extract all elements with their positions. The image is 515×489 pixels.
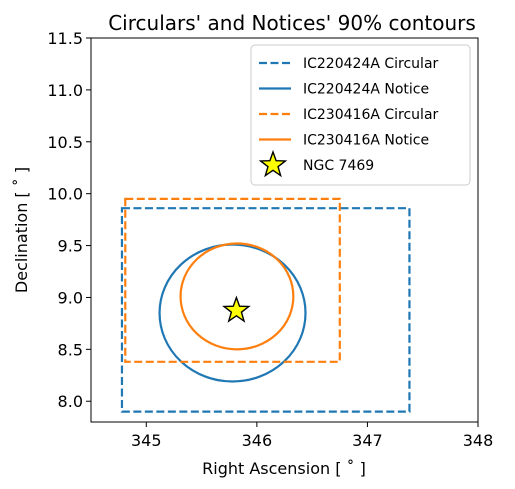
y-tick-label: 10.5 bbox=[47, 133, 83, 152]
y-tick-label: 11.0 bbox=[47, 81, 83, 100]
x-tick-label: 345 bbox=[131, 431, 162, 450]
plot-frame bbox=[90, 37, 479, 423]
x-tick-label: 348 bbox=[463, 431, 494, 450]
y-tick-label: 9.0 bbox=[58, 288, 83, 307]
legend-ic220424a-notice-label: IC220424A Notice bbox=[303, 82, 429, 98]
legend-ngc-7469-swatch bbox=[258, 149, 288, 178]
legend-ic230416a-circular-label: IC230416A Circular bbox=[303, 107, 439, 123]
y-tick-label: 8.5 bbox=[58, 340, 83, 359]
y-tick-label: 8.0 bbox=[58, 392, 83, 411]
legend-ngc-7469-label: NGC 7469 bbox=[303, 158, 374, 174]
x-tick-label: 346 bbox=[242, 431, 273, 450]
legend-ic230416a-notice-label: IC230416A Notice bbox=[303, 133, 429, 149]
x-axis-label: Right Ascension [ ˚ ] bbox=[202, 459, 366, 478]
legend-ic220424a-circular-label: IC220424A Circular bbox=[303, 56, 439, 72]
y-tick-label: 10.0 bbox=[47, 185, 83, 204]
y-tick-label: 9.5 bbox=[58, 237, 83, 256]
legend-frame bbox=[250, 44, 471, 186]
ic220424a-circular-contour bbox=[120, 207, 411, 413]
chart-title: Circulars' and Notices' 90% contours bbox=[108, 11, 476, 35]
ic230416a-circular-contour bbox=[124, 197, 341, 363]
x-axis-ticks: 345 346 347 348 bbox=[131, 422, 493, 450]
ic230416a-notice-contour bbox=[179, 242, 295, 351]
legend: IC220424A Circular IC220424A Notice IC2304… bbox=[250, 44, 471, 186]
y-axis-ticks: 8.0 8.5 9.0 9.5 10.0 10.5 11.0 11.5 bbox=[47, 29, 91, 411]
ngc-7469-marker bbox=[222, 295, 251, 323]
x-tick-label: 347 bbox=[352, 431, 383, 450]
plot-content bbox=[120, 197, 411, 413]
y-tick-label: 11.5 bbox=[47, 29, 83, 48]
y-axis-label: Declination [ ˚ ] bbox=[12, 167, 31, 293]
